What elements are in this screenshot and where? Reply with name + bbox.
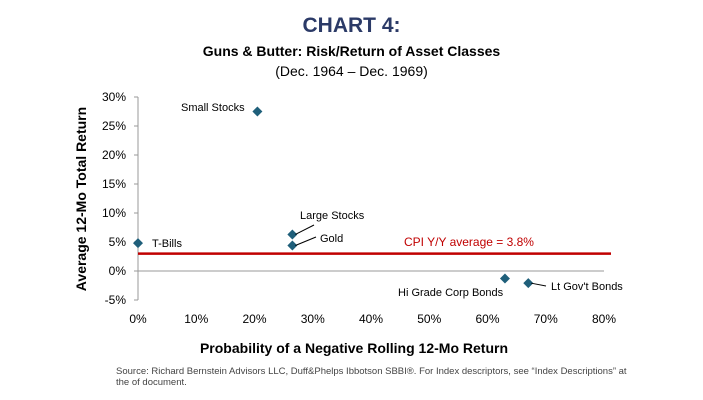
x-axis-title: Probability of a Negative Rolling 12-Mo … [200,340,508,356]
point-label: Hi Grade Corp Bonds [398,287,504,299]
point-label: Large Stocks [300,210,365,222]
source-note: Source: Richard Bernstein Advisors LLC, … [116,366,627,388]
x-tick-label: 60% [475,312,499,326]
chart-date-range: (Dec. 1964 – Dec. 1969) [275,63,428,79]
chart-subtitle: Guns & Butter: Risk/Return of Asset Clas… [202,43,501,59]
y-tick-label: 30% [102,90,126,104]
scatter-point [287,229,298,240]
y-tick-label: 25% [102,119,126,133]
cpi-reference-label: CPI Y/Y average = 3.8% [404,235,534,249]
x-tick-label: 20% [242,312,266,326]
y-tick-label: 15% [102,177,126,191]
scatter-point [252,106,263,117]
x-tick-label: 70% [534,312,558,326]
y-tick-label: 10% [102,206,126,220]
y-tick-label: -5% [105,293,127,307]
y-tick-label: 20% [102,148,126,162]
chart-title: CHART 4: [302,14,401,37]
leader-line [295,224,315,235]
point-label: T-Bills [152,238,182,250]
scatter-point [133,238,143,249]
point-label: Small Stocks [181,102,245,114]
scatter-point [287,240,298,251]
x-tick-label: 0% [129,312,147,326]
y-axis-title: Average 12-Mo Total Return [73,107,89,291]
x-tick-label: 10% [184,312,208,326]
scatter-point [499,273,510,284]
x-tick-label: 50% [417,312,441,326]
leader-line [295,236,317,246]
point-label: Gold [320,233,343,245]
x-tick-label: 80% [592,312,616,326]
y-tick-label: 0% [109,264,127,278]
y-tick-label: 5% [109,235,127,249]
x-tick-label: 40% [359,312,383,326]
x-tick-label: 30% [301,312,325,326]
scatter-point [523,278,534,289]
leader-line [531,282,547,287]
point-label: Lt Gov't Bonds [551,281,623,293]
